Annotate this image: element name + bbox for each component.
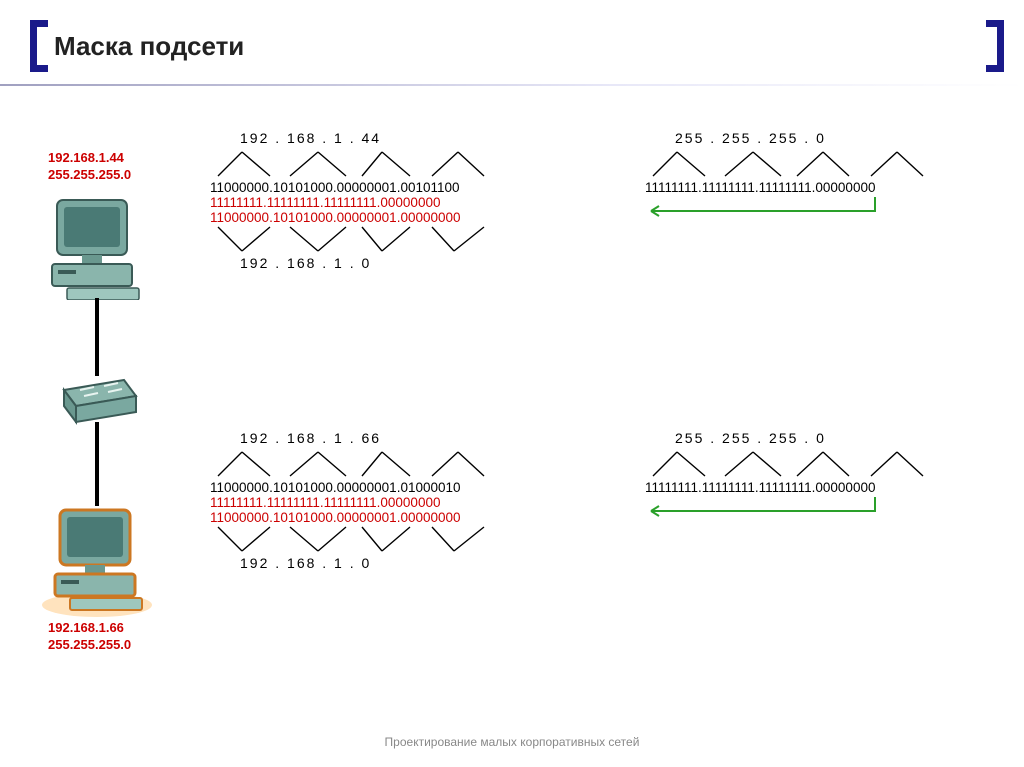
cable-2	[95, 422, 99, 506]
s2-net-dec: 192 . 168 . 1 . 0	[240, 555, 590, 571]
down-fork-icon	[210, 450, 540, 480]
s1-net-dec: 192 . 168 . 1 . 0	[240, 255, 590, 271]
s1-mask-binr: 11111111.11111111.11111111.00000000	[645, 180, 995, 195]
up-fork-icon	[210, 225, 540, 255]
pc1-ip: 192.168.1.44	[48, 150, 124, 165]
s1-ip-dec: 192 . 168 . 1 . 44	[240, 130, 590, 146]
slide-title: Маска подсети	[54, 31, 244, 62]
bracket-left-icon	[30, 20, 48, 72]
switch-icon	[60, 376, 140, 426]
down-fork-icon	[210, 150, 540, 180]
s2-mask-dec: 255 . 255 . 255 . 0	[675, 430, 995, 446]
title-bar: Маска подсети	[30, 20, 244, 72]
footer-text: Проектирование малых корпоративных сетей	[0, 735, 1024, 749]
green-arrow-icon	[645, 495, 985, 525]
s2-mask-bin: 11111111.11111111.11111111.00000000	[210, 495, 590, 510]
section2-mask-block: 255 . 255 . 255 . 0 11111111.11111111.11…	[645, 430, 995, 525]
up-fork-icon	[210, 525, 540, 555]
down-fork-icon	[645, 450, 975, 480]
title-divider	[0, 84, 1024, 86]
pc2-ip-label: 192.168.1.66 255.255.255.0	[48, 620, 131, 654]
bracket-right-icon	[986, 20, 1004, 72]
down-fork-icon	[645, 150, 975, 180]
s2-ip-bin: 11000000.10101000.00000001.01000010	[210, 480, 590, 495]
section2-ip-block: 192 . 168 . 1 . 66 11000000.10101000.000…	[210, 430, 590, 575]
computer-1-icon	[42, 190, 152, 300]
section1-ip-block: 192 . 168 . 1 . 44 11000000.10101000.000…	[210, 130, 590, 275]
s2-mask-binr: 11111111.11111111.11111111.00000000	[645, 480, 995, 495]
pc2-mask: 255.255.255.0	[48, 637, 131, 652]
cable-1	[95, 298, 99, 376]
section1-mask-block: 255 . 255 . 255 . 0 11111111.11111111.11…	[645, 130, 995, 225]
s2-net-bin: 11000000.10101000.00000001.00000000	[210, 510, 590, 525]
s2-ip-dec: 192 . 168 . 1 . 66	[240, 430, 590, 446]
pc1-ip-label: 192.168.1.44 255.255.255.0	[48, 150, 131, 184]
s1-mask-dec: 255 . 255 . 255 . 0	[675, 130, 995, 146]
s1-mask-bin: 11111111.11111111.11111111.00000000	[210, 195, 590, 210]
computer-2-icon	[42, 500, 152, 620]
green-arrow-icon	[645, 195, 985, 225]
pc2-ip: 192.168.1.66	[48, 620, 124, 635]
pc1-mask: 255.255.255.0	[48, 167, 131, 182]
s1-ip-bin: 11000000.10101000.00000001.00101100	[210, 180, 590, 195]
s1-net-bin: 11000000.10101000.00000001.00000000	[210, 210, 590, 225]
